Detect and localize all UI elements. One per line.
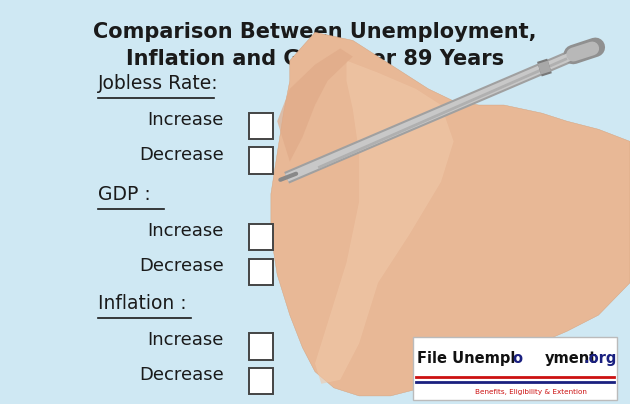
Text: yment: yment — [545, 351, 598, 366]
FancyBboxPatch shape — [249, 147, 273, 174]
FancyBboxPatch shape — [249, 113, 273, 139]
Text: Decrease: Decrease — [139, 257, 224, 275]
Text: Increase: Increase — [147, 222, 224, 240]
Text: GDP :: GDP : — [98, 185, 151, 204]
Text: Increase: Increase — [147, 111, 224, 129]
Polygon shape — [271, 32, 630, 396]
Text: Benefits, Eligibility & Extention: Benefits, Eligibility & Extention — [475, 389, 587, 395]
Polygon shape — [315, 61, 454, 384]
FancyBboxPatch shape — [249, 259, 273, 285]
Text: o: o — [512, 351, 522, 366]
Text: Decrease: Decrease — [139, 145, 224, 164]
FancyBboxPatch shape — [413, 337, 617, 400]
Text: Jobless Rate:: Jobless Rate: — [98, 74, 218, 93]
FancyBboxPatch shape — [249, 368, 273, 394]
Text: Comparison Between Unemployment,
Inflation and GDP Over 89 Years: Comparison Between Unemployment, Inflati… — [93, 22, 537, 69]
FancyBboxPatch shape — [249, 224, 273, 250]
Polygon shape — [277, 48, 353, 162]
Text: Inflation :: Inflation : — [98, 294, 186, 313]
FancyBboxPatch shape — [249, 333, 273, 360]
Text: .org: .org — [583, 351, 616, 366]
Text: File Unempl: File Unempl — [416, 351, 515, 366]
Text: Decrease: Decrease — [139, 366, 224, 384]
Text: Increase: Increase — [147, 331, 224, 349]
